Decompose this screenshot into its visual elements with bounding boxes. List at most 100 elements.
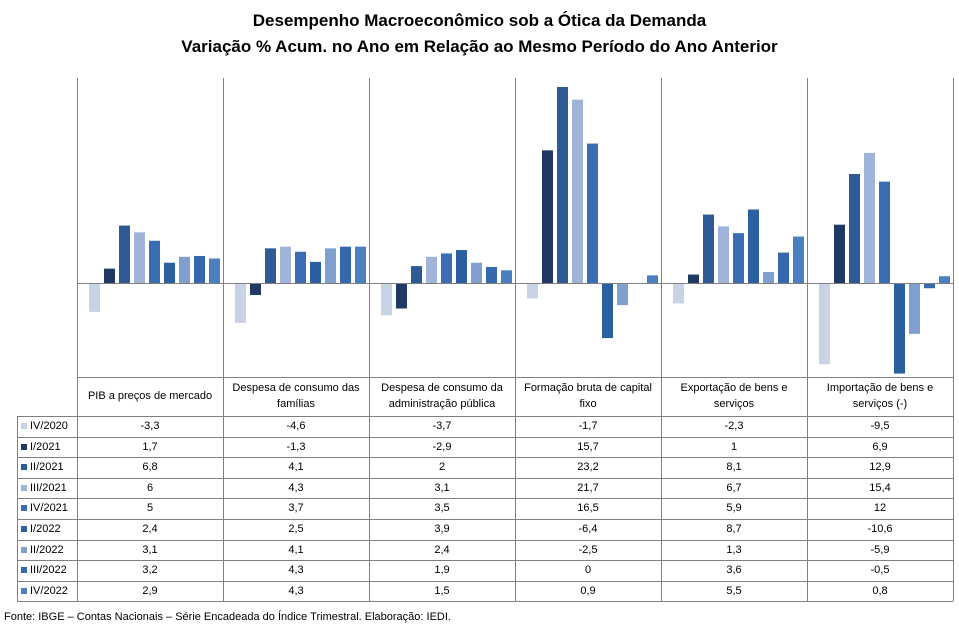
- table-cell: 0,9: [580, 584, 596, 597]
- bar: [340, 246, 351, 283]
- table-cell: -9,5: [870, 420, 890, 432]
- category-label-line: serviços: [713, 398, 755, 410]
- bar: [647, 275, 658, 283]
- bar: [688, 274, 699, 283]
- category-label-line: Exportação de bens e: [680, 382, 788, 394]
- table-cell: 12: [873, 502, 887, 515]
- table-cell: 2,9: [142, 584, 158, 597]
- bar: [104, 268, 115, 283]
- bar: [763, 272, 774, 283]
- legend-label: IV/2021: [30, 502, 68, 515]
- table-cell: -2,3: [724, 420, 744, 432]
- category-label-line: administração pública: [388, 398, 496, 410]
- table-cell: 6: [146, 481, 154, 494]
- bar: [557, 86, 568, 284]
- table-cell: 15,4: [869, 481, 891, 494]
- bar: [381, 284, 392, 316]
- table-cell: -6,4: [578, 523, 598, 535]
- bar: [879, 181, 890, 283]
- table-cell: 1: [730, 440, 738, 453]
- table-cell: 6,9: [872, 440, 888, 453]
- category-label: Importação de bens e serviços (-): [807, 380, 953, 412]
- legend-swatch: [21, 587, 27, 594]
- category-label-line: Importação de bens e: [826, 382, 934, 394]
- table-cell: 1,5: [434, 584, 450, 597]
- legend-swatch: [21, 546, 27, 553]
- table-cell: 0,8: [872, 584, 888, 597]
- bar: [673, 284, 684, 304]
- category-label: Despesa de consumo da administração públi…: [369, 380, 515, 412]
- chart-subtitle: Variação % Acum. no Ano em Relação ao Me…: [181, 37, 778, 56]
- bar: [572, 99, 583, 283]
- legend-label: IV/2022: [30, 584, 68, 597]
- legend-label: II/2021: [30, 461, 64, 474]
- bar: [617, 284, 628, 306]
- table-cell: -1,7: [578, 420, 598, 432]
- bar: [527, 284, 538, 299]
- bar: [864, 152, 875, 283]
- bar: [134, 232, 145, 283]
- table-cell: 5,5: [726, 584, 742, 597]
- bar: [894, 284, 905, 374]
- bar: [909, 284, 920, 334]
- legend-swatch: [21, 505, 27, 512]
- bar: [486, 266, 497, 283]
- table-cell: 3,1: [142, 543, 158, 556]
- table-cell: 0: [584, 564, 592, 577]
- bar: [411, 266, 422, 283]
- bar: [235, 284, 246, 323]
- table-cell: 4,3: [288, 584, 304, 597]
- category-label: PIB a preços de mercado: [77, 388, 223, 404]
- bar: [89, 284, 100, 312]
- table-cell: 15,7: [577, 440, 599, 453]
- bar: [426, 256, 437, 283]
- table-cell: 5: [146, 502, 154, 515]
- category-label-line: PIB a preços de mercado: [87, 390, 213, 402]
- category-label-line: Despesa de consumo das: [232, 382, 360, 394]
- table-cell: 21,7: [577, 481, 599, 494]
- bar: [194, 255, 205, 283]
- table-cell: -5,9: [870, 543, 890, 556]
- bar: [280, 246, 291, 283]
- table-cell: -0,5: [870, 564, 890, 577]
- legend-swatch: [21, 484, 27, 491]
- bar: [501, 270, 512, 283]
- bar: [164, 262, 175, 283]
- table-cell: 3,9: [434, 523, 450, 535]
- source-note: Fonte: IBGE – Contas Nacionais – Série E…: [4, 611, 451, 623]
- bar: [849, 173, 860, 283]
- table-cell: -2,5: [578, 543, 598, 556]
- bar: [310, 261, 321, 283]
- table-cell: 1,9: [434, 564, 450, 577]
- legend-label: III/2022: [30, 564, 67, 577]
- table-cell: 3,6: [726, 564, 742, 577]
- category-label-line: Despesa de consumo da: [381, 382, 503, 394]
- table-cell: 16,5: [577, 502, 599, 515]
- bar: [718, 226, 729, 283]
- bar: [149, 240, 160, 283]
- table-cell: 12,9: [869, 461, 891, 474]
- bar: [441, 253, 452, 283]
- bar: [587, 143, 598, 283]
- bar: [703, 214, 714, 283]
- bar: [119, 225, 130, 283]
- category-label-line: serviços (-): [852, 398, 908, 410]
- category-label-line: Formação bruta de capital: [524, 382, 652, 394]
- table-cell: -3,3: [140, 420, 160, 432]
- legend-swatch: [21, 464, 27, 471]
- table-cell: 1,7: [142, 440, 158, 453]
- legend-swatch: [21, 423, 27, 429]
- legend-label: II/2022: [30, 543, 64, 556]
- bar: [924, 284, 935, 289]
- legend-swatch: [21, 567, 27, 574]
- category-label-line: fixo: [579, 398, 597, 410]
- bar: [819, 284, 830, 365]
- legend-label: III/2021: [30, 481, 67, 494]
- category-label: Formação bruta de capital fixo: [515, 380, 661, 412]
- legend-swatch: [21, 443, 27, 450]
- legend-swatch: [21, 526, 27, 532]
- bar: [778, 252, 789, 283]
- table-cell: 2,4: [142, 523, 158, 535]
- category-label: Exportação de bens e serviços: [661, 380, 807, 412]
